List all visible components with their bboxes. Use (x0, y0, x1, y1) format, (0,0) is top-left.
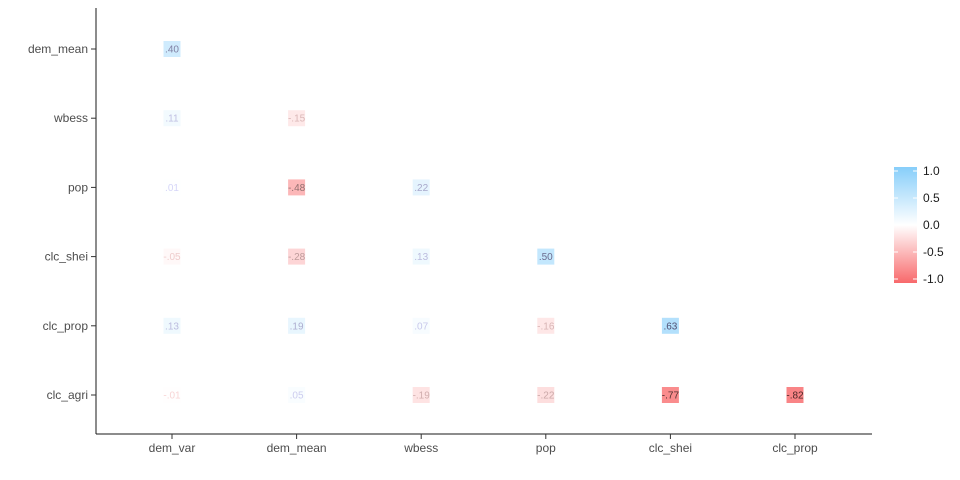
cell-value-label: -.01 (163, 391, 181, 402)
legend-tick-label: 0.5 (923, 191, 940, 205)
cell-tile (288, 179, 306, 196)
cell-tile (412, 179, 430, 196)
heatmap-cell: -.19 (412, 387, 431, 403)
cell-value-label: .11 (165, 114, 179, 125)
ticks-layer: dem_meanwbesspopclc_sheiclc_propclc_agri… (28, 42, 818, 455)
cell-value-label: .13 (165, 321, 179, 332)
heatmap-cell: .50 (537, 248, 555, 265)
cell-value-label: .01 (165, 183, 179, 194)
heatmap-cell: .13 (412, 248, 430, 265)
legend-tick-label: 1.0 (923, 164, 940, 178)
legend-tick-label: 0.0 (923, 218, 940, 232)
legend-tick-label: -1.0 (923, 272, 944, 286)
cell-value-label: -.77 (662, 391, 680, 402)
cell-value-label: -.82 (786, 391, 804, 402)
heatmap-cell: .40 (163, 41, 181, 57)
heatmap-cell: -.15 (288, 110, 306, 127)
cell-tile (412, 248, 430, 265)
heatmap-cell: -.77 (661, 387, 680, 403)
heatmap-cell: -.05 (163, 248, 181, 265)
cell-tile (288, 248, 306, 265)
heatmap-cell: -.01 (163, 387, 181, 403)
cell-tile (661, 387, 679, 403)
x-tick-label: clc_prop (772, 441, 818, 455)
cell-tile (288, 387, 306, 403)
cell-value-label: -.19 (413, 391, 431, 402)
color-legend: 1.0 0.5 0.0 -0.5 -1.0 (894, 164, 944, 286)
cell-value-label: .40 (165, 45, 179, 56)
heatmap-cell: .07 (412, 317, 430, 334)
cell-tile (786, 387, 804, 403)
cell-value-label: .22 (414, 183, 428, 194)
cell-value-label: .07 (414, 321, 428, 332)
cell-tile (412, 317, 430, 334)
cell-tile (537, 317, 555, 334)
y-tick-label: pop (68, 180, 88, 194)
cell-tile (163, 179, 181, 196)
heatmap-cell: .22 (412, 179, 430, 196)
cell-value-label: .13 (414, 252, 428, 263)
heatmap-cell: -.82 (786, 387, 804, 403)
heatmap-cell: .11 (163, 110, 181, 127)
cell-value-label: .05 (290, 391, 304, 402)
x-tick-label: pop (536, 441, 556, 455)
cell-tile (163, 317, 181, 334)
legend-tick-label: -0.5 (923, 245, 944, 259)
heatmap-cell: -.16 (537, 317, 555, 334)
heatmap-cell: -.28 (288, 248, 306, 265)
y-tick-label: dem_mean (28, 42, 88, 56)
cells-layer: .40 .11 -.15 .01 -.48 .22 -.05 -.28 .13 .50 .13 .19… (163, 41, 804, 403)
cell-value-label: -.05 (163, 252, 181, 263)
heatmap-cell: .05 (288, 387, 306, 403)
cell-tile (163, 387, 181, 403)
heatmap-cell: .63 (661, 317, 679, 334)
x-tick-label: clc_shei (649, 441, 692, 455)
cell-value-label: -.15 (288, 114, 306, 125)
cell-tile (661, 317, 679, 334)
cell-value-label: .19 (290, 321, 304, 332)
heatmap-cell: .01 (163, 179, 181, 196)
cell-value-label: .63 (663, 321, 677, 332)
cell-tile (537, 248, 555, 265)
cell-value-label: -.16 (537, 321, 555, 332)
cell-tile (412, 387, 430, 403)
x-tick-label: dem_var (149, 441, 196, 455)
y-tick-label: clc_prop (43, 319, 89, 333)
cell-tile (537, 387, 555, 403)
heatmap-cell: -.48 (288, 179, 306, 196)
cell-tile (288, 110, 306, 127)
heatmap-cell: .19 (288, 317, 306, 334)
legend-colorbar (894, 167, 917, 283)
cell-value-label: .50 (539, 252, 553, 263)
cell-value-label: -.28 (288, 252, 306, 263)
x-tick-label: dem_mean (267, 441, 327, 455)
cell-tile (163, 248, 181, 265)
y-tick-label: clc_agri (47, 388, 88, 402)
heatmap-cell: .13 (163, 317, 181, 334)
cell-tile (163, 41, 181, 57)
cell-value-label: -.22 (537, 391, 555, 402)
y-tick-label: clc_shei (45, 250, 88, 264)
x-tick-label: wbess (403, 441, 438, 455)
axes-layer (95, 8, 872, 435)
heatmap-cell: -.22 (537, 387, 555, 403)
cell-tile (163, 110, 181, 127)
cell-value-label: -.48 (288, 183, 306, 194)
y-tick-label: wbess (53, 111, 88, 125)
cell-tile (288, 317, 306, 334)
